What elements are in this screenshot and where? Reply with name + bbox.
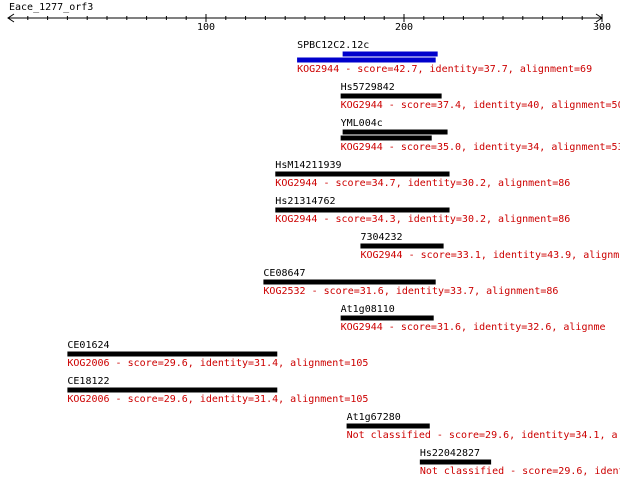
hit-label: KOG2944 - score=35.0, identity=34, align…	[341, 142, 620, 153]
hit-name: 7304232	[360, 232, 402, 243]
hit-bar	[263, 279, 436, 285]
hit-bar	[419, 459, 492, 465]
hit-name: CE08647	[263, 268, 305, 279]
hit-name: CE18122	[67, 376, 109, 387]
hit-bar	[342, 129, 448, 135]
hit-bar	[340, 93, 442, 99]
hit-bar	[297, 57, 436, 63]
hit-bar	[275, 207, 450, 213]
hit-label: Not classified - score=29.6, ident	[420, 466, 620, 477]
hit-bar	[340, 315, 434, 321]
hit-label: Not classified - score=29.6, identity=34…	[347, 430, 618, 441]
tick-label: 200	[395, 22, 413, 33]
hit-label: KOG2944 - score=31.6, identity=32.6, ali…	[341, 322, 606, 333]
hit-bar	[67, 387, 278, 393]
tick-label: 300	[593, 22, 611, 33]
hit-label: KOG2006 - score=29.6, identity=31.4, ali…	[67, 358, 368, 369]
hit-name: At1g08110	[341, 304, 395, 315]
hit-name: Hs22042827	[420, 448, 480, 459]
hit-label: KOG2944 - score=34.7, identity=30.2, ali…	[275, 178, 570, 189]
hit-bar	[342, 51, 438, 57]
hit-name: Hs21314762	[275, 196, 335, 207]
hit-name: At1g67280	[347, 412, 401, 423]
hit-bar	[340, 135, 432, 141]
hit-label: KOG2944 - score=42.7, identity=37.7, ali…	[297, 64, 592, 75]
hit-label: KOG2944 - score=33.1, identity=43.9, ali…	[360, 250, 619, 261]
axis-arrow	[7, 13, 15, 23]
hit-bar	[67, 351, 278, 357]
hit-name: SPBC12C2.12c	[297, 40, 369, 51]
hit-bar	[275, 171, 450, 177]
hit-name: CE01624	[67, 340, 109, 351]
hit-name: HsM14211939	[275, 160, 341, 171]
hit-label: KOG2006 - score=29.6, identity=31.4, ali…	[67, 394, 368, 405]
hit-name: Hs5729842	[341, 82, 395, 93]
hit-bar	[346, 423, 430, 429]
hit-label: KOG2944 - score=37.4, identity=40, align…	[341, 100, 620, 111]
tick-label: 100	[197, 22, 215, 33]
hit-label: KOG2944 - score=34.3, identity=30.2, ali…	[275, 214, 570, 225]
query-title: Eace_1277_orf3	[9, 2, 93, 13]
hit-label: KOG2532 - score=31.6, identity=33.7, ali…	[263, 286, 558, 297]
hit-name: YML004c	[341, 118, 383, 129]
hit-bar	[360, 243, 444, 249]
